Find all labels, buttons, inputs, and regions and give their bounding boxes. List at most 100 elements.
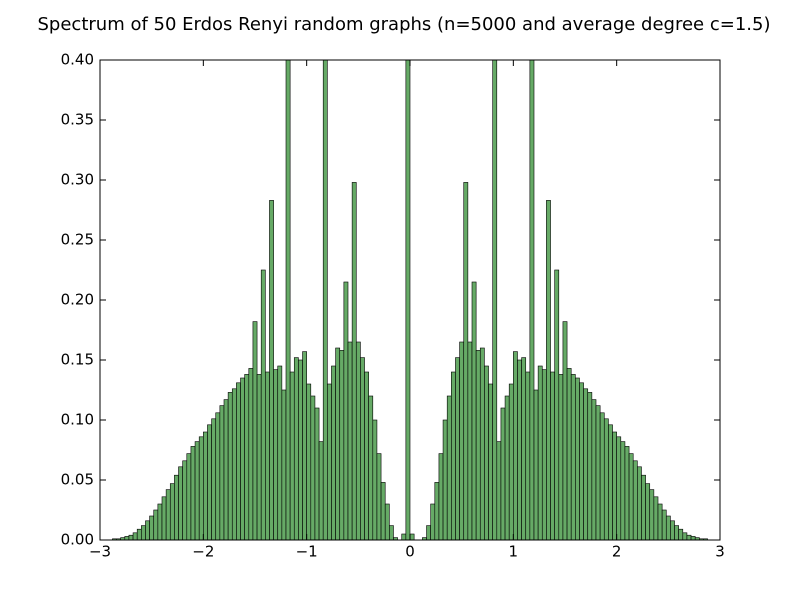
bar <box>434 482 440 541</box>
bar <box>533 389 539 541</box>
bar <box>157 503 163 541</box>
bar <box>298 359 303 541</box>
bar <box>620 441 626 541</box>
bar <box>570 374 576 541</box>
bar <box>169 483 175 541</box>
y-tick-label: 0.15 <box>61 351 94 369</box>
bar <box>281 389 287 541</box>
bar <box>174 474 179 541</box>
bar <box>136 528 142 541</box>
bar <box>471 281 477 541</box>
bar <box>479 347 485 541</box>
bar <box>198 436 204 541</box>
x-tick-label: −1 <box>296 543 318 561</box>
bar <box>583 388 589 541</box>
bar <box>475 350 481 541</box>
bar <box>335 347 341 541</box>
bar <box>310 395 316 541</box>
bar <box>322 59 328 541</box>
bar <box>339 350 345 541</box>
bar <box>203 431 208 541</box>
bar <box>632 460 638 541</box>
bar <box>380 482 386 541</box>
bar <box>306 383 312 541</box>
bar <box>182 460 188 541</box>
bar <box>207 424 212 541</box>
bar <box>269 200 274 541</box>
bar <box>178 466 183 541</box>
bar <box>438 453 444 541</box>
bar <box>488 383 493 541</box>
bar <box>645 483 651 541</box>
bar <box>517 359 522 541</box>
bar <box>194 441 200 541</box>
bar <box>459 341 465 541</box>
bar <box>451 371 456 541</box>
bar <box>351 182 357 541</box>
bar <box>541 369 547 541</box>
bar <box>587 392 593 541</box>
bar <box>364 371 369 541</box>
bar <box>678 528 684 541</box>
bar <box>186 453 192 541</box>
bar <box>302 351 307 541</box>
bar <box>603 418 609 541</box>
bar <box>244 374 250 541</box>
bar <box>682 532 688 541</box>
bar <box>579 382 584 541</box>
bar <box>608 424 613 541</box>
bar <box>165 489 171 541</box>
bar <box>223 399 229 541</box>
bar <box>637 466 642 541</box>
bar <box>550 371 555 541</box>
bar <box>674 525 679 541</box>
bar <box>252 321 258 541</box>
bar <box>562 321 568 541</box>
bar <box>554 269 560 541</box>
bar <box>327 383 332 541</box>
bar <box>231 388 237 541</box>
bar <box>161 496 167 541</box>
bar <box>236 382 241 541</box>
bar <box>331 365 336 541</box>
bar <box>612 431 617 541</box>
bar <box>405 59 411 541</box>
bar <box>690 536 696 541</box>
bar <box>141 525 146 541</box>
y-tick-label: 0.05 <box>61 471 94 489</box>
bar <box>409 533 415 541</box>
bar <box>277 365 283 541</box>
y-tick-label: 0.10 <box>61 411 94 429</box>
bar <box>504 395 510 541</box>
x-tick-label: 0 <box>405 543 415 561</box>
bar <box>513 351 518 541</box>
bar <box>211 418 217 541</box>
bar <box>537 365 543 541</box>
bar <box>153 509 159 541</box>
bar <box>260 269 266 541</box>
bar <box>628 453 634 541</box>
bar <box>389 525 394 541</box>
bar <box>376 453 382 541</box>
chart-title: Spectrum of 50 Erdos Renyi random graphs… <box>38 14 771 35</box>
bar <box>215 412 221 541</box>
bar <box>624 446 630 541</box>
bar <box>446 395 452 541</box>
y-tick-label: 0.00 <box>61 531 94 549</box>
bar <box>318 441 324 541</box>
bar <box>455 357 460 541</box>
bar <box>384 503 390 541</box>
bar <box>566 368 572 541</box>
bar <box>442 419 448 541</box>
y-tick-label: 0.40 <box>61 51 94 69</box>
x-tick-label: −3 <box>89 543 111 561</box>
bar <box>273 369 279 541</box>
bar <box>649 489 655 541</box>
x-tick-label: −2 <box>192 543 214 561</box>
bar <box>360 357 365 541</box>
bar <box>347 341 353 541</box>
bar <box>248 368 254 541</box>
bar <box>314 407 320 541</box>
bar <box>289 371 295 541</box>
